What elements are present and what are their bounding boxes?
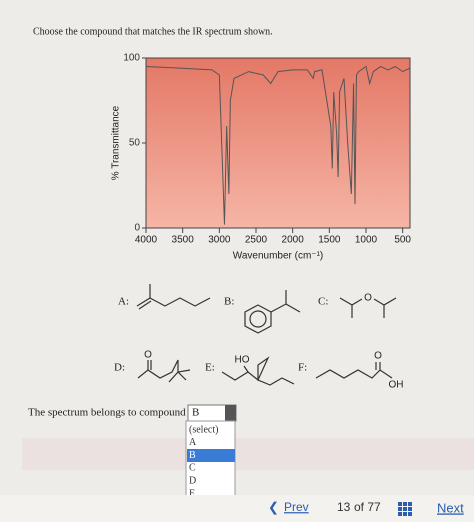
prompt: The spectrum belongs to compound: [28, 407, 186, 419]
y-tick-label: 50: [129, 138, 141, 149]
compound-label: C:: [318, 296, 328, 308]
select-value[interactable]: B: [192, 407, 199, 419]
option[interactable]: D: [189, 475, 196, 486]
x-tick-label: 4000: [135, 235, 158, 246]
compound-label: A:: [118, 296, 129, 308]
prev-link[interactable]: Prev: [284, 500, 309, 514]
spectrum-line: [145, 65, 411, 225]
atom-label: O: [144, 350, 152, 361]
x-tick-label: 1000: [355, 235, 378, 246]
x-tick-label: 3500: [172, 235, 195, 246]
option[interactable]: C: [189, 463, 196, 474]
ir-chart: 0 50 100 4000 3500 3000 2500 2000 1500 1000 500 Wav…: [111, 53, 412, 262]
plot-area: [145, 57, 411, 229]
compound-label: E:: [205, 362, 215, 374]
question: Choose the compound that matches the IR …: [33, 26, 273, 37]
x-tick-label: 2000: [282, 235, 305, 246]
page-total: of 77: [354, 500, 381, 514]
y-axis-label: % Transmittance: [111, 105, 122, 180]
atom-label: HO: [235, 355, 250, 366]
x-tick-label: 1500: [318, 235, 341, 246]
x-tick-label: 2500: [245, 235, 268, 246]
option[interactable]: E: [189, 488, 195, 499]
compound-label: B:: [224, 296, 234, 308]
next-link[interactable]: Next: [437, 500, 464, 515]
atom-label: O: [374, 351, 382, 362]
x-tick-label: 500: [394, 235, 411, 246]
option[interactable]: A: [189, 437, 197, 448]
compound-label: D:: [114, 362, 125, 374]
answer-band: [22, 438, 474, 470]
select-arrow[interactable]: [225, 405, 236, 421]
x-axis-label: Wavenumber (cm⁻¹): [233, 251, 323, 262]
grid-icon[interactable]: [398, 502, 412, 516]
x-tick-label: 3000: [208, 235, 231, 246]
molecules: [136, 284, 397, 386]
nav-bar: [0, 495, 474, 522]
option[interactable]: B: [189, 450, 196, 461]
y-tick-label: 0: [134, 223, 140, 234]
page-number: 13: [337, 500, 351, 514]
option[interactable]: (select): [189, 424, 218, 435]
option-highlight: [187, 449, 235, 462]
y-tick-label: 100: [123, 53, 140, 64]
prev-icon[interactable]: ❮: [268, 499, 279, 515]
atom-label: OH: [389, 380, 404, 391]
compound-label: F:: [298, 362, 307, 374]
atom-label: O: [364, 293, 372, 304]
